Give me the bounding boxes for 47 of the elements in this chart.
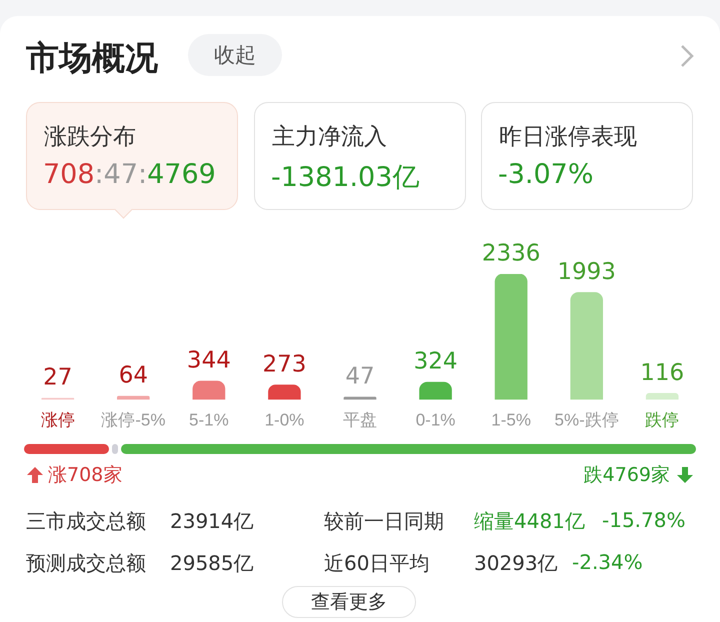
x-tick-label: 0-1% xyxy=(416,410,456,430)
text: 23914亿 xyxy=(170,508,254,535)
bar xyxy=(419,382,452,400)
x-tick-label: 5%-跌停 xyxy=(554,410,619,430)
text: -1381.03亿 xyxy=(271,161,420,195)
text: 三市成交总额 xyxy=(26,508,146,535)
bar xyxy=(646,393,679,400)
text: 涨跌分布 xyxy=(44,123,136,152)
data-label: 64 xyxy=(118,362,148,389)
text: 跌4769家 xyxy=(584,463,670,488)
data-label: 324 xyxy=(414,348,458,375)
text: 708:47:4769 xyxy=(43,159,216,190)
text: 预测成交总额 xyxy=(26,550,146,577)
data-label: 2336 xyxy=(482,240,540,266)
text: 收起 xyxy=(188,34,282,76)
text: -15.78% xyxy=(602,508,686,532)
x-tick-label: 涨停 xyxy=(40,410,75,430)
text: 主力净流入 xyxy=(272,123,387,152)
data-label: 116 xyxy=(640,360,684,386)
bar xyxy=(117,396,150,400)
chart-title: 市场概况 xyxy=(26,37,158,79)
x-tick-label: 跌停 xyxy=(645,410,680,430)
text: -2.34% xyxy=(572,550,643,574)
x-tick-label: 涨停-5% xyxy=(101,410,166,430)
text: 29585亿 xyxy=(170,550,254,577)
bar xyxy=(494,274,528,400)
bar xyxy=(192,380,226,400)
data-label: 27 xyxy=(43,364,72,391)
text: 涨708家 xyxy=(48,463,122,488)
text: 近60日平均 xyxy=(324,550,430,577)
bar xyxy=(570,292,603,400)
x-tick-label: 1-5% xyxy=(491,410,531,430)
text: 昨日涨停表现 xyxy=(499,123,637,152)
data-label: 344 xyxy=(186,348,231,374)
x-tick-label: 平盘 xyxy=(343,410,377,430)
text: -3.07% xyxy=(498,159,594,190)
bar xyxy=(268,384,301,400)
data-label: 1993 xyxy=(557,258,616,285)
text: 缩量4481亿 xyxy=(474,508,585,535)
data-label: 47 xyxy=(345,364,375,390)
text: 30293亿 xyxy=(474,550,558,577)
x-tick-label: 5-1% xyxy=(189,410,229,430)
text: 查看更多 xyxy=(282,586,416,618)
text: 较前一日同期 xyxy=(324,508,444,535)
bar xyxy=(344,396,376,400)
data-label: 273 xyxy=(262,351,306,378)
x-tick-label: 1-0% xyxy=(264,410,304,430)
